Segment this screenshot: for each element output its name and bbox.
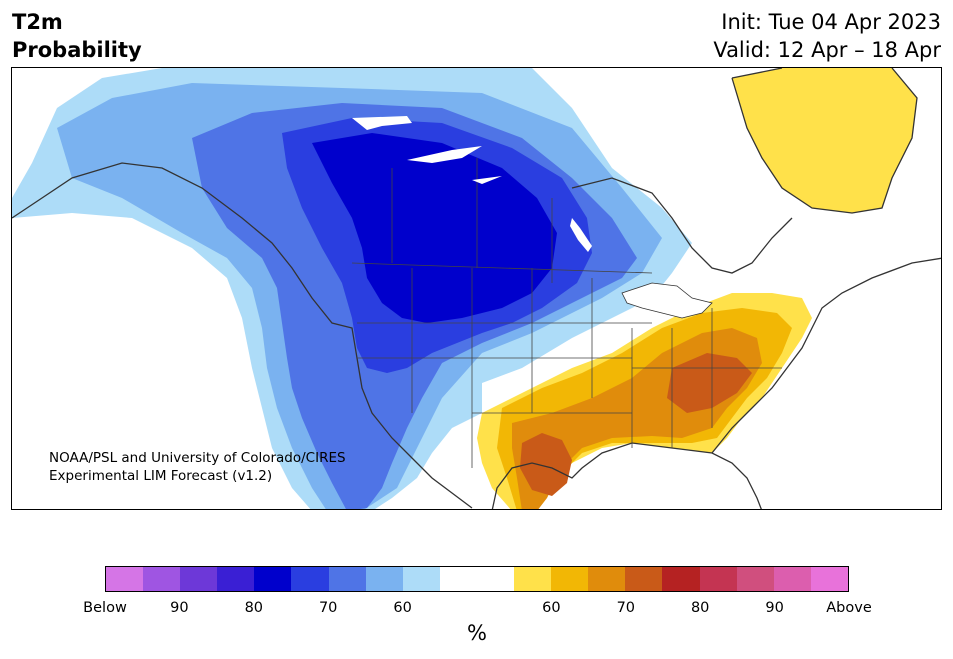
- coastlines: [12, 68, 941, 509]
- credit-line-2: Experimental LIM Forecast (v1.2): [49, 468, 273, 484]
- colorbar-segment: [106, 567, 144, 591]
- forecast-dates: Init: Tue 04 Apr 2023 Valid: 12 Apr – 18…: [713, 8, 941, 64]
- above-50-zone-greenland: [732, 68, 917, 213]
- great-slave-lake: [407, 146, 482, 163]
- probability-colorbar: [105, 566, 849, 592]
- colorbar-segment: [662, 567, 700, 591]
- colorbar-segment: [365, 567, 403, 591]
- below-90-zone: [312, 133, 557, 323]
- colorbar-tick-label: Above: [826, 600, 872, 616]
- political-borders: [351, 158, 782, 468]
- colorbar-tick-label: 70: [616, 600, 636, 616]
- colorbar-tick-label: 60: [393, 600, 412, 616]
- colorbar-segment: [588, 567, 626, 591]
- forecast-map: [11, 67, 942, 510]
- colorbar-tick-label: 80: [690, 600, 710, 616]
- great-bear-lake: [352, 116, 412, 130]
- lake-athabasca: [472, 176, 502, 184]
- lake-winnipeg: [570, 218, 592, 252]
- colorbar-segment: [217, 567, 255, 591]
- valid-period: Valid: 12 Apr – 18 Apr: [713, 38, 941, 62]
- colorbar-segment: [143, 567, 181, 591]
- colorbar-segment: [291, 567, 329, 591]
- colorbar-tick-label: 80: [244, 600, 264, 616]
- colorbar-segment: [699, 567, 737, 591]
- colorbar-segment: [514, 567, 552, 591]
- colorbar-segment: [328, 567, 366, 591]
- colorbar-segment: [551, 567, 589, 591]
- colorbar-tick-label: 90: [170, 600, 189, 616]
- colorbar-segment: [625, 567, 663, 591]
- map-title: T2m Probability: [12, 8, 142, 64]
- product-type: Probability: [12, 38, 142, 62]
- colorbar-tick-label: 60: [542, 600, 561, 616]
- colorbar-segment: [810, 567, 848, 591]
- colorbar-segment: [773, 567, 811, 591]
- colorbar-tick-label: 90: [765, 600, 784, 616]
- colorbar-tick-label: 70: [318, 600, 338, 616]
- credit-line-1: NOAA/PSL and University of Colorado/CIRE…: [49, 450, 346, 466]
- colorbar-unit-label: %: [467, 621, 487, 645]
- colorbar-segment: [439, 567, 477, 591]
- map-canvas: [12, 68, 941, 509]
- colorbar-segment: [402, 567, 440, 591]
- colorbar-segment: [254, 567, 292, 591]
- colorbar-tick-label: Below: [83, 600, 127, 616]
- above-80-zone-texas: [520, 433, 572, 496]
- credit-text: NOAA/PSL and University of Colorado/CIRE…: [49, 449, 346, 485]
- colorbar-segment: [180, 567, 218, 591]
- great-lakes: [621, 282, 713, 319]
- init-date: Init: Tue 04 Apr 2023: [721, 10, 941, 34]
- variable-name: T2m: [12, 10, 63, 34]
- colorbar-segment: [476, 567, 515, 591]
- colorbar-segment: [736, 567, 774, 591]
